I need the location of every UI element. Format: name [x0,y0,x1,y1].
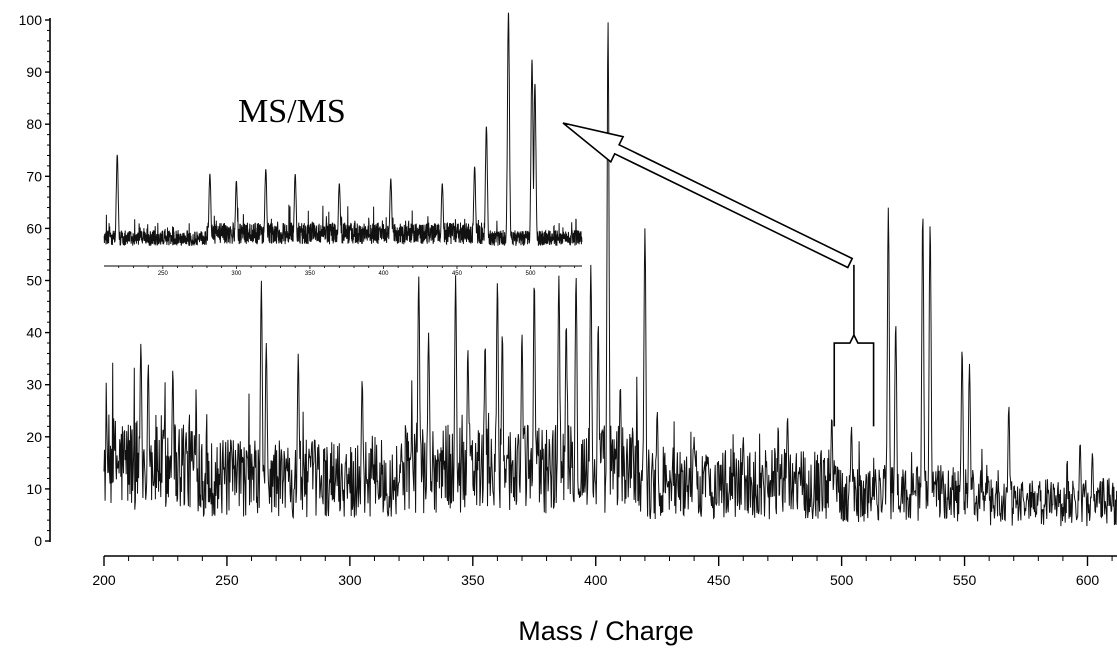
x-tick-label: 300 [338,572,362,588]
msms-axes: 250 300 350 400 450 500 [104,265,582,277]
y-tick-label: 20 [26,429,42,445]
msms-x-tick-label: 250 [158,271,169,277]
x-axis-title: Mass / Charge [518,616,694,646]
x-tick-label: 450 [707,572,731,588]
precursor-bracket [833,264,875,427]
msms-x-tick-label: 350 [305,271,316,277]
y-tick-label: 100 [19,12,43,28]
precursor-to-msms-arrow [562,122,854,269]
annotations [562,122,875,427]
main-spectrum-trace-layer [103,22,1117,527]
msms-trace-layer [103,12,583,246]
y-tick-label: 90 [26,64,42,80]
main-ticks: 0 10 20 30 40 50 60 70 80 90 100 200 250 300 350 400 450… [19,12,1113,588]
msms-x-tick-label: 450 [452,271,463,277]
msms-spectrum-line [103,12,583,246]
x-tick-label: 200 [92,572,116,588]
y-tick-label: 10 [26,481,42,497]
y-tick-label: 40 [26,325,42,341]
msms-x-tick-label: 300 [231,271,242,277]
y-tick-label: 70 [26,168,42,184]
x-tick-label: 400 [584,572,608,588]
y-tick-label: 60 [26,220,42,236]
y-tick-label: 30 [26,377,42,393]
y-tick-label: 0 [34,533,42,549]
y-tick-label: 80 [26,116,42,132]
y-tick-label: 50 [26,273,42,289]
x-tick-label: 350 [461,572,485,588]
x-tick-label: 600 [1076,572,1100,588]
x-tick-label: 500 [830,572,854,588]
main-spectrum-line [103,22,1117,527]
msms-x-tick-label: 400 [378,271,389,277]
msms-inset-title: MS/MS [238,93,346,130]
x-tick-label: 550 [953,572,977,588]
x-tick-label: 250 [215,572,239,588]
msms-inset-plot: 250 300 350 400 450 500 [103,12,583,277]
msms-x-tick-label: 500 [526,271,537,277]
main-spectrum-plot: 0 10 20 30 40 50 60 70 80 90 100 200 250 300 350 400 450… [19,12,1117,588]
